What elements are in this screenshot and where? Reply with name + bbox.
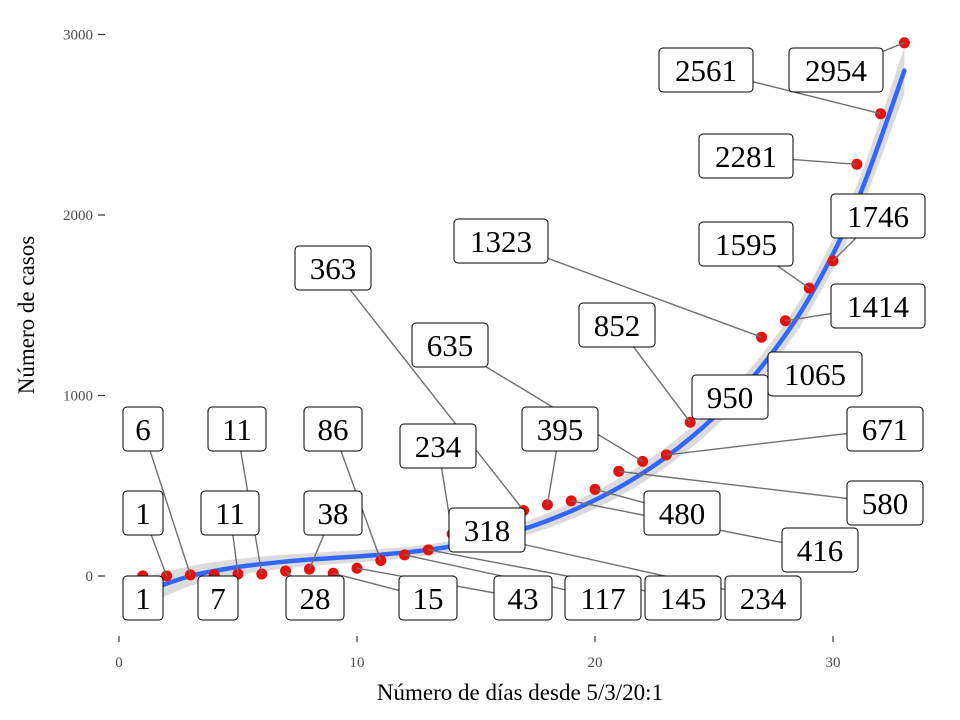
fit-line <box>140 68 907 595</box>
data-label: 86 <box>318 412 349 447</box>
x-tick-label: 10 <box>350 655 365 671</box>
data-label-box <box>658 47 754 93</box>
x-tick-label: 0 <box>115 655 123 671</box>
data-label: 11 <box>222 412 252 447</box>
x-axis-title: Número de días desde 5/3/20:1 <box>377 680 663 705</box>
data-label: 117 <box>580 581 625 616</box>
y-tick-label: 2000 <box>63 208 93 224</box>
data-label-box <box>122 575 164 621</box>
data-label: 6 <box>135 412 151 447</box>
data-label-box <box>453 218 549 264</box>
data-label-box <box>398 575 458 621</box>
y-tick-label: 3000 <box>63 28 93 44</box>
data-label: 1414 <box>847 289 910 324</box>
data-label: 1595 <box>715 227 777 262</box>
data-label-box <box>448 507 526 553</box>
x-tick-label: 30 <box>826 655 841 671</box>
data-label: 395 <box>537 412 584 447</box>
y-axis-title: Número de casos <box>14 236 39 394</box>
data-label: 416 <box>797 533 844 568</box>
data-label-box <box>303 406 363 452</box>
data-label-box <box>294 245 372 291</box>
data-label: 28 <box>300 581 331 616</box>
data-label: 2954 <box>805 53 868 88</box>
data-label-box <box>122 406 164 452</box>
data-label: 43 <box>508 581 539 616</box>
x-tick-label: 20 <box>588 655 603 671</box>
data-label-box <box>521 406 599 452</box>
data-label: 7 <box>210 581 226 616</box>
y-axis: 0 1000 2000 3000 <box>63 28 105 585</box>
data-label: 318 <box>464 513 511 548</box>
data-label-box <box>698 133 794 179</box>
data-label-box <box>564 575 642 621</box>
data-label-box <box>644 575 722 621</box>
data-label: 38 <box>318 496 349 531</box>
data-label: 1 <box>135 581 151 616</box>
fit-line-layer <box>140 68 907 595</box>
data-label: 1323 <box>470 224 532 259</box>
data-label: 852 <box>594 308 641 343</box>
data-label: 635 <box>427 328 474 363</box>
data-label-box <box>781 527 859 573</box>
data-label-box <box>122 490 164 536</box>
data-label-box <box>698 221 794 267</box>
data-label-box <box>830 193 926 239</box>
data-label-box <box>788 47 884 93</box>
data-label-box <box>411 322 489 368</box>
data-label: 11 <box>215 496 245 531</box>
x-axis: 0 10 20 30 <box>115 636 841 671</box>
y-tick-label: 0 <box>86 569 94 585</box>
y-tick-label: 1000 <box>63 389 93 405</box>
data-label-box <box>767 351 863 397</box>
data-label: 234 <box>740 581 787 616</box>
label-leader <box>142 428 192 576</box>
data-label-box <box>285 575 345 621</box>
data-label: 480 <box>659 496 706 531</box>
data-label: 580 <box>862 486 909 521</box>
data-label-box <box>643 490 721 536</box>
data-label: 1746 <box>847 199 909 234</box>
data-label: 363 <box>310 251 357 286</box>
data-label-box <box>691 374 769 420</box>
label-leader <box>618 470 886 504</box>
data-label-box <box>399 423 477 469</box>
data-label-box <box>493 575 553 621</box>
data-label: 145 <box>660 581 707 616</box>
data-label: 2561 <box>675 53 737 88</box>
data-label: 1 <box>135 496 151 531</box>
data-label: 2281 <box>715 139 777 174</box>
data-label-box <box>207 406 267 452</box>
data-label-box <box>846 406 924 452</box>
data-label-box <box>578 302 656 348</box>
data-label-box <box>200 490 260 536</box>
data-label-box <box>303 490 363 536</box>
data-label-box <box>724 575 802 621</box>
data-label-box <box>197 575 239 621</box>
label-leader <box>332 267 525 511</box>
data-label-box <box>846 480 924 526</box>
data-label: 1065 <box>784 357 846 392</box>
data-label: 671 <box>862 412 909 447</box>
data-label-box <box>830 283 926 329</box>
data-label: 15 <box>413 581 444 616</box>
data-label: 234 <box>415 429 462 464</box>
data-label: 950 <box>707 380 754 415</box>
